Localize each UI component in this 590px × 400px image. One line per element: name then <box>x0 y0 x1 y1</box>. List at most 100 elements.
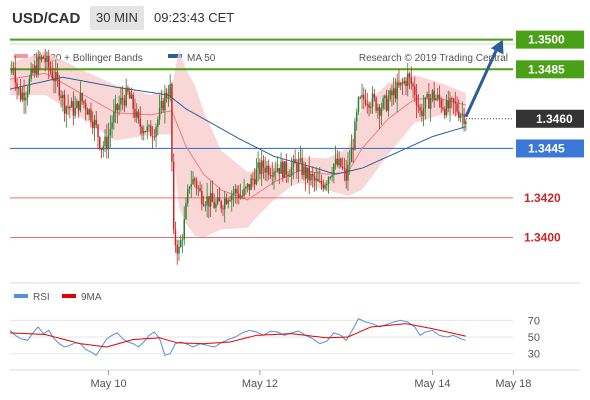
candle-body <box>176 245 178 254</box>
candle-body <box>32 68 34 73</box>
candle-body <box>282 161 284 178</box>
candle-body <box>116 104 119 110</box>
candle-body <box>445 100 448 116</box>
candle-body <box>51 71 53 79</box>
candle-body <box>348 162 351 165</box>
candle-body <box>405 80 407 87</box>
candle-body <box>355 112 358 122</box>
candle-body <box>100 147 103 150</box>
candle-body <box>262 160 265 168</box>
candle-body <box>442 107 444 110</box>
candle-body <box>125 87 127 106</box>
candle-body <box>88 109 90 115</box>
rsi-legend-label: RSI <box>33 292 50 303</box>
candle-body <box>44 58 46 63</box>
candle-body <box>144 131 147 133</box>
candle-body <box>67 106 69 108</box>
candle-body <box>408 73 411 78</box>
candle-body <box>192 178 194 185</box>
candle-body <box>171 83 173 162</box>
candle-body <box>396 82 398 99</box>
candle-body <box>269 175 272 177</box>
candle-body <box>33 65 36 73</box>
candle-body <box>398 82 400 86</box>
candle-body <box>352 147 354 150</box>
rsi-line <box>9 318 466 356</box>
candle-body <box>250 178 252 190</box>
candle-body <box>345 169 347 181</box>
candle-body <box>449 98 451 109</box>
candle-body <box>341 166 344 168</box>
bollinger-band-area <box>10 49 466 238</box>
candle-body <box>26 91 29 98</box>
timeframe-badge[interactable]: 30 MIN <box>90 6 144 30</box>
candle-body <box>77 101 80 111</box>
candle-body <box>146 126 149 132</box>
candle-body <box>132 94 134 109</box>
candle-body <box>190 184 193 187</box>
candle-body <box>62 94 64 99</box>
rsi-tick-50: 50 <box>528 332 540 344</box>
candle-body <box>275 171 277 173</box>
candle-body <box>401 82 404 84</box>
candle-body <box>46 55 48 63</box>
candle-body <box>357 97 360 113</box>
candle-body <box>273 171 275 177</box>
candle-body <box>463 113 465 125</box>
ma50-legend-swatch <box>168 54 182 58</box>
candle-body <box>153 136 156 138</box>
candle-body <box>313 176 316 181</box>
candle-body <box>213 201 215 208</box>
candle-body <box>271 175 273 177</box>
server-time: 09:23:43 CET <box>154 10 235 25</box>
rsi-legend: RSI 9MA <box>14 292 102 303</box>
candle-body <box>222 208 224 210</box>
candle-body <box>218 197 221 202</box>
candle-body <box>167 97 170 99</box>
candle-body <box>424 97 427 109</box>
candle-body <box>95 119 97 125</box>
ma50-line <box>9 76 466 175</box>
candle-body <box>183 219 185 240</box>
candle-body <box>69 107 71 109</box>
candle-body <box>410 77 413 85</box>
candle-body <box>238 193 240 199</box>
level-label-1.3460: 1.3460 <box>536 112 573 126</box>
candle-body <box>39 56 41 60</box>
candle-body <box>232 193 235 195</box>
candle-body <box>378 107 381 116</box>
candle-body <box>102 146 105 150</box>
candle-body <box>199 188 201 192</box>
x-tick-label: May 10 <box>91 378 127 390</box>
candle-body <box>375 97 377 111</box>
candle-body <box>384 95 386 99</box>
bollinger-band-layer <box>10 49 466 238</box>
candle-body <box>422 108 425 117</box>
candle-body <box>12 67 15 69</box>
candle-body <box>461 113 464 116</box>
candle-body <box>239 195 242 199</box>
candle-body <box>28 78 31 92</box>
candle-body <box>97 124 99 138</box>
candle-body <box>294 159 296 164</box>
rsi-legend-swatch <box>14 294 28 298</box>
candle-body <box>336 158 339 166</box>
candle-body <box>361 94 363 98</box>
candle-body <box>37 56 39 75</box>
candle-body <box>21 92 24 100</box>
candle-body <box>236 188 238 194</box>
candle-body <box>185 203 187 220</box>
candle-body <box>179 240 182 248</box>
candle-body <box>223 198 226 210</box>
candle-body <box>391 90 393 96</box>
level-lines-layer <box>10 38 513 238</box>
candle-body <box>451 98 453 100</box>
candle-body <box>118 104 120 110</box>
candle-body <box>343 167 346 170</box>
candle-body <box>354 121 356 150</box>
ma9-legend-label: 9MA <box>81 292 102 303</box>
candle-body <box>407 73 409 87</box>
candle-body <box>443 109 446 116</box>
candle-body <box>227 200 229 204</box>
